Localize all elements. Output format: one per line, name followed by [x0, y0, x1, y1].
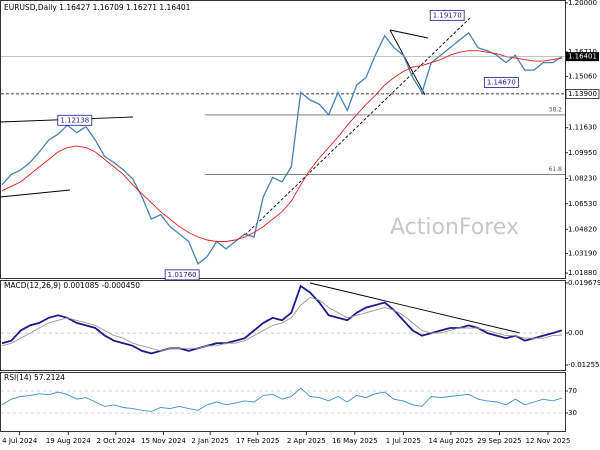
x-tick-label: 29 Sep 2025 [477, 437, 521, 445]
trendline [389, 29, 426, 96]
y-tick-label: 1.06530 [568, 200, 597, 208]
annotation-label: 1.12138 [60, 116, 89, 124]
annotation-label: 1.01760 [168, 271, 197, 279]
y-tick-label: 1.11630 [568, 124, 597, 132]
fib-label: 61.8 [549, 166, 563, 173]
current-price-label: 1.16401 [568, 53, 597, 61]
series-line [1, 387, 563, 412]
x-tick-label: 19 Aug 2024 [46, 437, 91, 445]
y-tick-label: 1.08230 [568, 174, 597, 182]
annotation-label: 1.19170 [433, 11, 462, 19]
trendline [389, 29, 429, 39]
level-label-box [565, 89, 600, 99]
x-tick-label: 2 Apr 2025 [287, 437, 326, 445]
rsi-header: RSI(14) 57.2124 [4, 373, 65, 382]
y-tick-label: 30 [568, 409, 577, 417]
trendline [309, 282, 521, 334]
annotation-box [164, 269, 200, 281]
x-tick-label: 14 Aug 2025 [429, 437, 474, 445]
x-tick-label: 17 Feb 2025 [236, 437, 280, 445]
y-tick-label: 1.04820 [568, 225, 597, 233]
series-line [1, 284, 563, 355]
price-header: EURUSD,Daily 1.16427 1.16709 1.16271 1.1… [4, 3, 191, 12]
watermark: ActionForex [390, 215, 519, 240]
y-tick-label: 1.09950 [568, 149, 597, 157]
y-tick-label: 1.03190 [568, 250, 597, 258]
trendline [244, 17, 471, 236]
trendlines [0, 17, 521, 334]
y-tick-label: 1.01880 [568, 269, 597, 277]
macd-header: MACD(12,26,9) 0.001085 -0.000450 [4, 281, 140, 290]
annotation-box [57, 114, 93, 126]
series-line [1, 31, 563, 265]
annotation-box [429, 9, 465, 21]
macd-panel [0, 280, 566, 371]
y-tick-label: -0.012552 [568, 361, 600, 369]
y-tick-label: 1.16710 [568, 48, 597, 56]
series-line [1, 297, 563, 352]
current-price-box [566, 52, 599, 62]
series-line [1, 50, 563, 242]
x-tick-label: 16 May 2025 [332, 437, 378, 445]
level-label: 1.13900 [568, 90, 597, 98]
trendline [0, 189, 71, 198]
price-panel [0, 0, 566, 279]
x-tick-label: 2 Jan 2025 [191, 437, 229, 445]
fib-label: 38.2 [549, 106, 563, 113]
y-tick-label: 0.019679 [568, 279, 600, 287]
annotation-label: 1.14670 [487, 78, 516, 86]
y-tick-label: 1.15060 [568, 73, 597, 81]
x-tick-label: 1 Jul 2025 [386, 437, 421, 445]
x-tick-label: 2 Oct 2024 [96, 437, 135, 445]
y-tick-label: 70 [568, 387, 577, 395]
rsi-panel [0, 372, 566, 432]
y-tick-label: 0.00 [568, 329, 584, 337]
annotation-box [483, 77, 519, 88]
x-tick-label: 12 Nov 2025 [526, 437, 571, 445]
x-tick-label: 15 Nov 2024 [141, 437, 186, 445]
x-tick-label: 4 Jul 2024 [2, 437, 38, 445]
y-tick-label: 1.20000 [568, 0, 597, 7]
